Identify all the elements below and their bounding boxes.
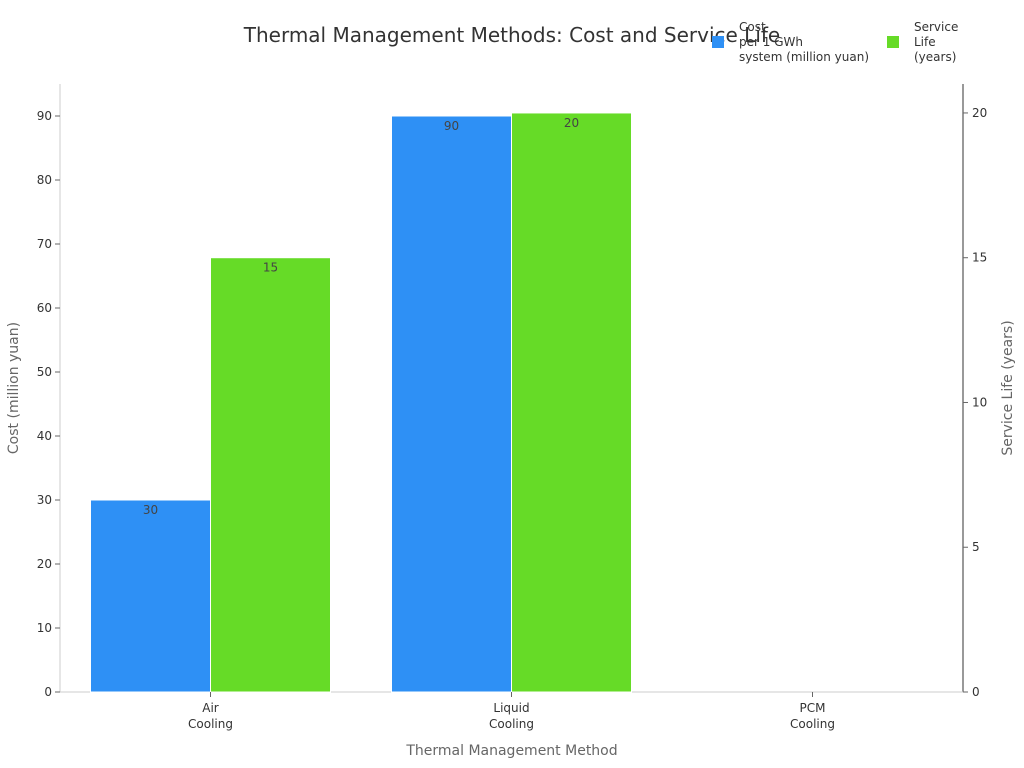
x-tick-label: Cooling [188, 717, 233, 731]
left-tick-label: 60 [37, 301, 52, 315]
bar-service-life-1 [511, 112, 632, 693]
y2-axis-title: Service Life (years) [1000, 320, 1016, 455]
bar-service-life-0 [210, 257, 331, 693]
data-label-service-life-0: 15 [263, 261, 278, 275]
bar-cost-0 [90, 499, 211, 693]
chart-title: Thermal Management Methods: Cost and Ser… [243, 23, 780, 47]
x-tick-label: Cooling [489, 717, 534, 731]
data-labels: 30 15 90 20 [143, 116, 579, 517]
right-tick-label: 5 [972, 540, 980, 554]
right-ticks: 0 5 10 15 20 [963, 106, 987, 699]
left-tick-label: 40 [37, 429, 52, 443]
data-label-cost-1: 90 [444, 119, 459, 133]
left-tick-label: 0 [44, 685, 52, 699]
legend-swatch-cost [712, 36, 724, 48]
bars [90, 112, 632, 693]
x-tick-label: Air [202, 701, 219, 715]
legend-label-cost: Cost [739, 20, 766, 34]
right-tick-label: 15 [972, 251, 987, 265]
legend-label-service-life: Service [914, 20, 958, 34]
legend-label-service-life: (years) [914, 50, 956, 64]
data-label-service-life-1: 20 [564, 116, 579, 130]
left-tick-label: 20 [37, 557, 52, 571]
left-tick-label: 90 [37, 109, 52, 123]
x-tick-label: Cooling [790, 717, 835, 731]
legend-label-service-life: Life [914, 35, 936, 49]
data-label-cost-0: 30 [143, 503, 158, 517]
x-tick-label: PCM [800, 701, 826, 715]
left-tick-label: 30 [37, 493, 52, 507]
x-axis-title: Thermal Management Method [405, 743, 617, 759]
left-tick-label: 70 [37, 237, 52, 251]
left-tick-label: 50 [37, 365, 52, 379]
x-ticks: Air Cooling Liquid Cooling PCM Cooling [188, 692, 835, 731]
left-tick-label: 10 [37, 621, 52, 635]
right-tick-label: 0 [972, 685, 980, 699]
legend-label-cost: per 1 GWh [739, 35, 803, 49]
legend-label-cost: system (million yuan) [739, 50, 869, 64]
right-tick-label: 10 [972, 395, 987, 409]
left-ticks: 0 10 20 30 40 50 60 70 80 90 [37, 109, 60, 699]
x-tick-label: Liquid [493, 701, 529, 715]
y-axis-title: Cost (million yuan) [6, 322, 22, 454]
right-tick-label: 20 [972, 106, 987, 120]
legend-swatch-service-life [887, 36, 899, 48]
bar-cost-1 [391, 115, 512, 693]
left-tick-label: 80 [37, 173, 52, 187]
